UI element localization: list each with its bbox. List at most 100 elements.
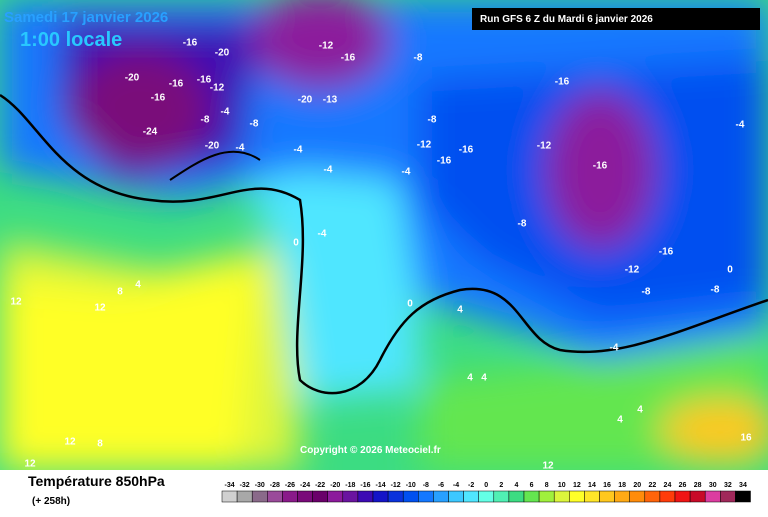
scale-swatch [357, 490, 374, 503]
contour-label: -12 [210, 83, 225, 94]
contour-label: 4 [637, 405, 643, 416]
scale-swatch [433, 490, 449, 503]
contour-labels: -16-20-20-16 -16-12-16 -20-24-8-4-4-8-20-1… [10, 38, 752, 472]
scale-swatch [493, 490, 510, 503]
scale-swatch [402, 490, 419, 503]
scale-swatch [342, 490, 359, 503]
scale-swatch [418, 490, 434, 503]
contour-label: -8 [428, 115, 437, 126]
contour-label: -16 [197, 75, 212, 86]
scale-swatch [297, 490, 313, 503]
contour-label: -24 [143, 127, 158, 138]
scale-swatch [463, 490, 479, 503]
scale-label: 6 [530, 482, 534, 489]
scale-swatch [236, 490, 253, 503]
scale-swatch [251, 490, 268, 503]
lead-time: (+ 258h) [32, 496, 70, 507]
contour-label: -12 [417, 140, 432, 151]
scale-label: 34 [739, 482, 747, 489]
scale-label: -2 [468, 482, 474, 489]
contour-label: 8 [97, 439, 103, 450]
scale-label: 14 [588, 482, 596, 489]
scale-swatch [312, 490, 328, 503]
scale-swatch [720, 490, 736, 503]
contour-label: 8 [117, 287, 123, 298]
scale-label: 18 [618, 482, 626, 489]
contour-label: -12 [537, 141, 552, 152]
contour-label: -16 [459, 145, 474, 156]
contour-label: -13 [323, 95, 338, 106]
temperature-field [0, 0, 768, 470]
scale-label: -26 [285, 482, 295, 489]
contour-label: -8 [414, 53, 423, 64]
scale-label: 16 [603, 482, 611, 489]
run-box [472, 8, 760, 30]
contour-label: -4 [236, 143, 245, 154]
contour-label: 0 [293, 238, 299, 249]
scale-swatch [508, 490, 525, 503]
contour-label: -8 [250, 119, 259, 130]
scale-swatch [523, 490, 540, 503]
scale-label: -28 [270, 482, 280, 489]
contour-label: 4 [617, 415, 623, 426]
scale-swatch [659, 490, 676, 503]
run: Run GFS 6 Z du Mardi 6 janvier 2026 [480, 14, 653, 25]
contour-label: 12 [10, 297, 22, 308]
scale-label: 22 [648, 482, 656, 489]
contour-label: -16 [659, 247, 674, 258]
contour-label: -4 [610, 343, 619, 354]
scale-label: 26 [679, 482, 687, 489]
contour-label: -12 [319, 41, 334, 52]
contour-label: -4 [318, 229, 327, 240]
scale-label: 10 [558, 482, 566, 489]
copyright: Copyright © 2026 Meteociel.fr [300, 445, 441, 456]
time: 1:00 locale [20, 29, 122, 51]
contour-label: -16 [341, 53, 356, 64]
contour-label: -4 [294, 145, 303, 156]
contour-label: -4 [736, 120, 745, 131]
scale-swatch [599, 490, 615, 503]
scale-label: -18 [345, 482, 355, 489]
contour-label: -8 [518, 219, 527, 230]
scale-swatch [629, 490, 646, 503]
contour-label: 16 [740, 433, 752, 444]
scale-swatch [372, 490, 389, 503]
contour-label: -20 [215, 48, 230, 59]
contour-label: -16 [151, 93, 166, 104]
scale-swatch [327, 490, 344, 503]
scale-swatch [553, 490, 570, 503]
scale-swatch [538, 490, 555, 503]
contour-label: 0 [727, 265, 733, 276]
scale-label: -32 [240, 482, 250, 489]
contour-label: 12 [24, 459, 36, 470]
scale-swatch [689, 490, 706, 503]
scale-label: -30 [255, 482, 265, 489]
contour-label: 12 [64, 437, 76, 448]
scale-label: -22 [315, 482, 325, 489]
scale-label: -10 [406, 482, 416, 489]
scale-label: -20 [330, 482, 340, 489]
scale-label: 32 [724, 482, 732, 489]
scale-swatch [387, 490, 404, 503]
scale-swatch [644, 490, 661, 503]
contour-label: -12 [625, 265, 640, 276]
scale-swatch [569, 490, 585, 503]
scale-swatch [584, 490, 600, 503]
scale-label: 28 [694, 482, 702, 489]
scale-swatch [674, 490, 691, 503]
scale-label: 8 [545, 482, 549, 489]
scale-label: 20 [633, 482, 641, 489]
contour-label: -16 [169, 79, 184, 90]
scale-label: 12 [573, 482, 581, 489]
scale-label: -12 [391, 482, 401, 489]
contour-label: -4 [221, 107, 230, 118]
contour-label: 0 [407, 299, 413, 310]
contour-label: -16 [183, 38, 198, 49]
scale-swatch [478, 490, 495, 503]
contour-label: -16 [593, 161, 608, 172]
contour-label: 12 [542, 461, 554, 472]
contour-label: -16 [555, 77, 570, 88]
scale-swatch [614, 490, 630, 503]
scale-swatch [735, 490, 751, 503]
